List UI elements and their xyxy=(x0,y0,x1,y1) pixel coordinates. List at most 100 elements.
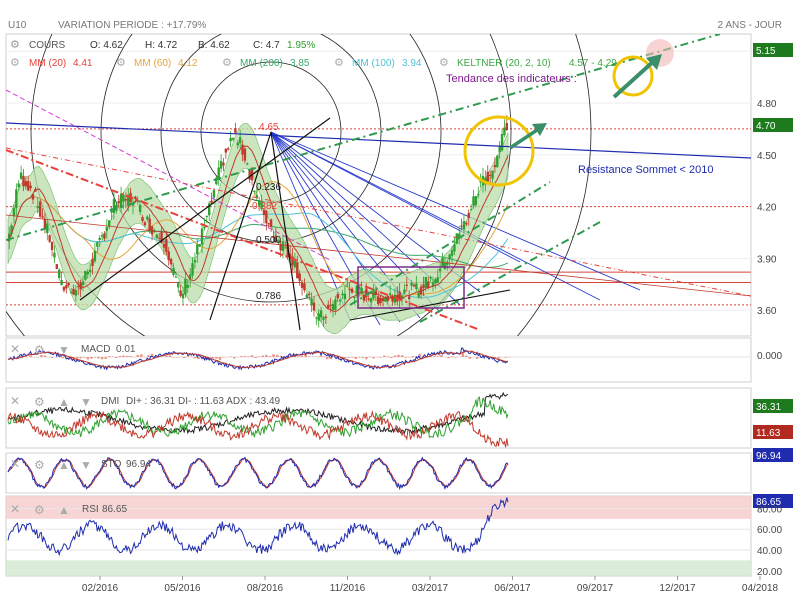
candle-body xyxy=(41,216,43,217)
macd-bar xyxy=(369,356,372,357)
sto-value: 96.94 xyxy=(126,459,151,470)
macd-bar xyxy=(437,356,440,357)
rsi-tick-label: 80.00 xyxy=(757,504,782,515)
candle-body xyxy=(339,300,341,301)
macd-bar xyxy=(119,356,122,357)
ma60-settings-icon[interactable]: ⚙ xyxy=(116,57,126,69)
macd-bar xyxy=(87,357,90,359)
macd-bar xyxy=(504,357,507,358)
candle-body xyxy=(146,217,148,220)
candle-body xyxy=(284,247,286,248)
candle-body xyxy=(122,195,124,202)
candle-body xyxy=(175,277,177,278)
macd-bar xyxy=(465,356,468,357)
candle-body xyxy=(282,242,284,251)
di-plus-badge-text: 36.31 xyxy=(756,402,781,413)
dmi-remove-icon[interactable]: ✕ xyxy=(10,394,20,408)
candle-body xyxy=(470,209,472,210)
sto-move-down-icon[interactable]: ▼ xyxy=(80,458,92,472)
macd-bar xyxy=(254,357,257,358)
candle-body xyxy=(346,286,348,287)
candle-body xyxy=(58,270,60,278)
dmi-values: DI+ : 36.31 DI- : 11.63 ADX : 43.49 xyxy=(126,396,281,407)
candle-body xyxy=(218,168,220,179)
candle-body xyxy=(51,242,53,250)
candle-body xyxy=(98,238,100,240)
candle-body xyxy=(20,173,22,179)
candle-body xyxy=(177,283,179,288)
fib-236-label: 0.236 xyxy=(256,182,281,193)
candle-body xyxy=(27,181,29,190)
macd-bar xyxy=(51,357,54,358)
candle-body xyxy=(308,294,310,295)
macd-bar xyxy=(433,356,436,357)
candle-body xyxy=(351,289,353,293)
x-tick-label: 05/2016 xyxy=(164,583,201,594)
macd-bar xyxy=(372,357,375,358)
candle-body xyxy=(182,294,184,299)
rsi-settings-icon[interactable]: ⚙ xyxy=(34,503,45,517)
candle-body xyxy=(75,290,77,295)
fib-500-label: 0.500 xyxy=(256,235,281,246)
sto-settings-icon[interactable]: ⚙ xyxy=(34,458,45,472)
macd-bar xyxy=(272,354,275,357)
macd-bar xyxy=(219,357,222,360)
candle-body xyxy=(268,223,270,224)
period-label[interactable]: 2 ANS - JOUR xyxy=(718,20,782,31)
macd-bar xyxy=(354,357,357,359)
x-tick-label: 03/2017 xyxy=(412,583,449,594)
sto-remove-icon[interactable]: ✕ xyxy=(10,457,20,471)
macd-bar xyxy=(129,356,132,357)
macd-bar xyxy=(79,357,82,358)
y-tick-label: 4.80 xyxy=(757,99,777,110)
candle-body xyxy=(315,318,317,319)
macd-bar xyxy=(126,356,129,357)
candle-body xyxy=(198,244,200,246)
candle-body xyxy=(113,199,115,213)
macd-panel: ✕ ⚙ ▼ MACD 0.01 0.000 xyxy=(6,338,782,382)
y-tick-label: 4.20 xyxy=(757,203,777,214)
macd-bar xyxy=(469,357,472,359)
x-tick-label: 08/2016 xyxy=(247,583,284,594)
di-minus-badge-text: 11.63 xyxy=(756,428,781,439)
macd-bar xyxy=(326,357,329,359)
macd-remove-icon[interactable]: ✕ xyxy=(10,342,20,356)
macd-bar xyxy=(379,357,382,358)
rsi-move-up-icon[interactable]: ▲ xyxy=(58,503,70,517)
low-value: B: 4.62 xyxy=(198,40,230,51)
macd-settings-icon[interactable]: ⚙ xyxy=(34,343,45,357)
macd-bar xyxy=(247,356,250,357)
macd-bar xyxy=(215,357,218,359)
ma100-settings-icon[interactable]: ⚙ xyxy=(334,57,344,69)
candle-body xyxy=(165,239,167,252)
candle-body xyxy=(270,219,272,226)
candle-body xyxy=(163,244,165,248)
candle-body xyxy=(448,255,450,260)
candle-body xyxy=(382,298,384,301)
dmi-label: DMI xyxy=(101,396,119,407)
dmi-move-down-icon[interactable]: ▼ xyxy=(80,395,92,409)
candle-body xyxy=(187,285,189,288)
candle-body xyxy=(506,123,508,130)
ma200-settings-icon[interactable]: ⚙ xyxy=(222,57,232,69)
cogs-icon[interactable]: ⚙ xyxy=(10,39,20,51)
ma20-settings-icon[interactable]: ⚙ xyxy=(10,57,20,69)
dmi-move-up-icon[interactable]: ▲ xyxy=(58,395,70,409)
macd-bar xyxy=(451,356,454,357)
keltner-settings-icon[interactable]: ⚙ xyxy=(439,57,449,69)
candle-body xyxy=(148,218,150,230)
dmi-settings-icon[interactable]: ⚙ xyxy=(34,395,45,409)
macd-move-down-icon[interactable]: ▼ xyxy=(58,343,70,357)
x-tick-label: 04/2018 xyxy=(742,583,779,594)
rsi-remove-icon[interactable]: ✕ xyxy=(10,502,20,516)
candle-body xyxy=(460,226,462,227)
candle-body xyxy=(498,146,500,152)
keltner-label: KELTNER (20, 2, 10) xyxy=(457,58,551,69)
candle-body xyxy=(232,138,234,140)
candle-body xyxy=(265,211,267,224)
candle-body xyxy=(213,190,215,198)
sto-move-up-icon[interactable]: ▲ xyxy=(58,458,70,472)
macd-bar xyxy=(344,357,347,358)
